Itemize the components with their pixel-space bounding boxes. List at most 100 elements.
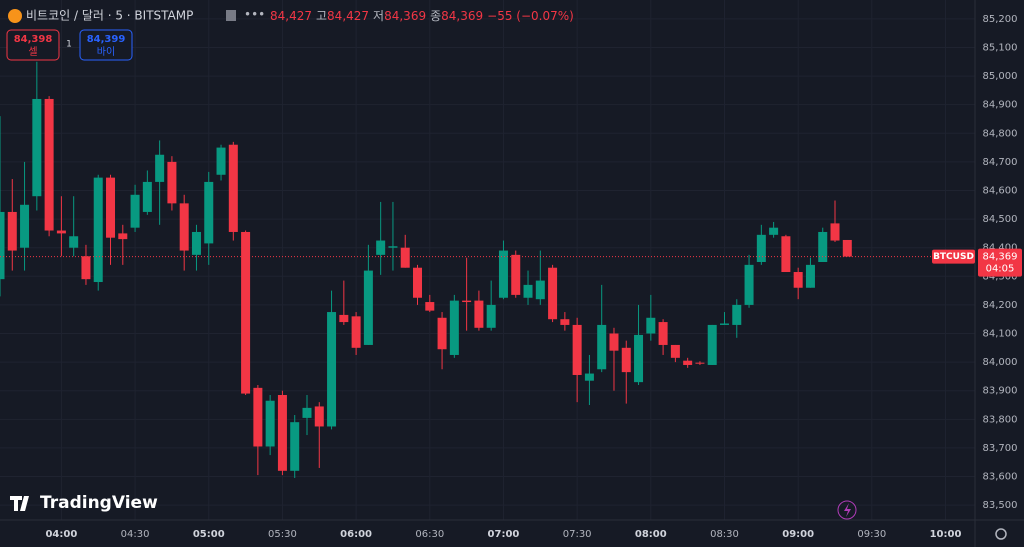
candle-body	[142, 181, 152, 212]
candle-body	[670, 344, 680, 358]
candle-body	[548, 267, 558, 320]
price-label-box	[978, 248, 1022, 277]
candle-body	[634, 334, 644, 383]
sell-button[interactable]	[6, 29, 60, 61]
candle-body	[756, 234, 766, 263]
y-tick-label: 83,900	[983, 386, 1018, 397]
candle-body	[56, 230, 66, 234]
y-tick-label: 84,800	[983, 128, 1018, 139]
candle-body	[302, 407, 312, 418]
y-tick-label: 85,100	[983, 42, 1018, 53]
ohlc-open: 84,427	[270, 9, 312, 23]
candle-body	[204, 181, 214, 244]
candle-body	[695, 362, 705, 364]
buy-label: 바이	[97, 46, 115, 58]
y-tick-label: 84,600	[983, 185, 1018, 196]
buy-price: 84,399	[87, 34, 126, 45]
candle-body	[781, 236, 791, 273]
logo-icon	[10, 496, 29, 511]
candle-body	[118, 233, 128, 240]
buy-button[interactable]	[79, 29, 133, 61]
candle-body	[253, 387, 263, 447]
candle-body	[376, 240, 386, 255]
settings-button[interactable]	[995, 528, 1007, 540]
candle-body	[658, 322, 668, 345]
candle-body	[130, 194, 140, 228]
ohlc-label: 고	[316, 9, 327, 23]
candle-body	[339, 314, 349, 323]
y-tick-label: 84,900	[983, 100, 1018, 111]
candle-body	[744, 264, 754, 305]
flag-icon[interactable]	[226, 10, 236, 21]
candle-body	[69, 236, 79, 248]
candle-body	[793, 272, 803, 288]
countdown: 04:05	[986, 264, 1015, 275]
candle-body	[609, 333, 619, 351]
candle-body	[413, 267, 423, 298]
candle-body	[44, 98, 54, 231]
symbol[interactable]: 비트코인 / 달러 · 5 · BITSTAMP	[26, 9, 193, 23]
brand: TradingView	[40, 493, 158, 513]
candle-body	[241, 231, 251, 394]
ohlc-label: 저	[373, 9, 384, 23]
y-tick-label: 84,000	[983, 357, 1018, 368]
y-tick-label: 84,200	[983, 300, 1018, 311]
y-tick-label: 84,700	[983, 157, 1018, 168]
candle-body	[400, 247, 410, 268]
price-label: 84,369	[983, 252, 1018, 263]
candle-body	[572, 324, 582, 375]
candle-body	[388, 246, 398, 248]
candle-body	[474, 300, 484, 328]
more-dots[interactable]: •••	[244, 8, 265, 22]
candle-body	[486, 304, 496, 328]
x-tick-label: 05:00	[193, 529, 225, 540]
ohlc-label: 종	[430, 9, 441, 23]
candle-body	[425, 302, 435, 311]
x-tick-label: 04:30	[121, 529, 150, 540]
x-tick-label: 05:30	[268, 529, 297, 540]
candle-body	[7, 211, 17, 251]
candles	[0, 61, 852, 478]
ohlc-high: 84,427	[327, 9, 369, 23]
quantity[interactable]: 1	[66, 40, 72, 50]
x-tick-label: 06:00	[340, 529, 372, 540]
x-tick-label: 08:30	[710, 529, 739, 540]
candle-body	[290, 422, 300, 471]
x-tick-label: 08:00	[635, 529, 667, 540]
y-tick-label: 83,600	[983, 472, 1018, 483]
candle-body	[93, 177, 103, 283]
candle-body	[327, 312, 337, 427]
y-tick-label: 84,100	[983, 329, 1018, 340]
x-tick-label: 04:00	[45, 529, 77, 540]
ohlc-close: 84,369	[441, 9, 483, 23]
y-tick-label: 83,800	[983, 414, 1018, 425]
candle-body	[732, 304, 742, 325]
candle-body	[106, 177, 116, 238]
candle-body	[621, 347, 631, 373]
candle-body	[830, 223, 840, 241]
candle-body	[228, 144, 238, 232]
price-tag: BTCUSD	[933, 252, 974, 262]
y-tick-label: 84,500	[983, 214, 1018, 225]
candle-body	[805, 264, 815, 288]
candle-body	[683, 360, 693, 365]
candle-body	[0, 211, 5, 280]
candle-body	[719, 323, 729, 325]
candle-body	[462, 300, 472, 303]
y-tick-label: 85,000	[983, 71, 1018, 82]
candle-body	[449, 300, 459, 355]
candle-body	[81, 256, 91, 280]
candle-body	[20, 204, 30, 248]
candle-body	[707, 324, 717, 365]
candle-body	[32, 98, 42, 197]
x-tick-label: 07:30	[563, 529, 592, 540]
candle-body	[167, 161, 177, 204]
grid	[0, 0, 975, 520]
candle-body	[511, 254, 521, 295]
lightning-icon	[844, 503, 851, 517]
lightning-button[interactable]	[837, 500, 857, 520]
candle-body	[179, 203, 189, 251]
x-tick-label: 07:00	[488, 529, 520, 540]
x-tick-label: 09:00	[782, 529, 814, 540]
